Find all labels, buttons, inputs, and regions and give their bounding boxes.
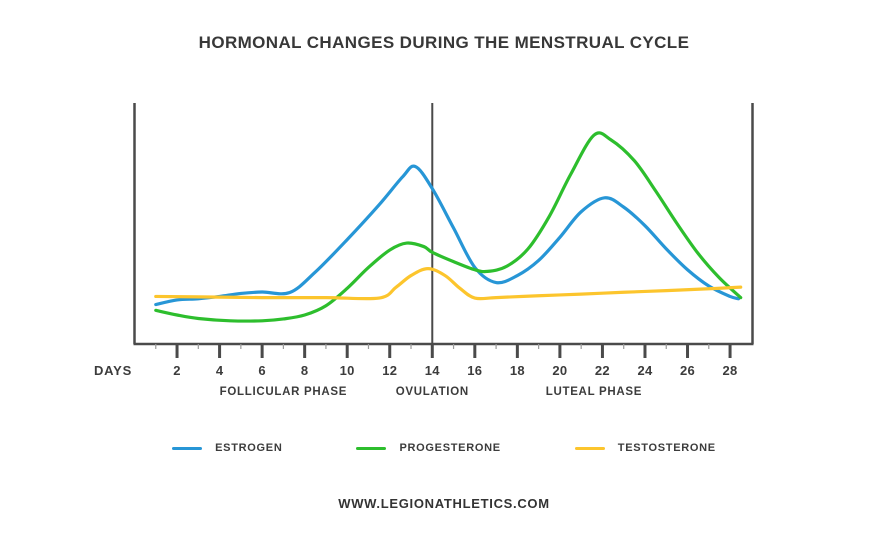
estrogen-line-swatch [172, 446, 203, 450]
legend-label-testosterone: TESTOSTERONE [617, 442, 716, 454]
x-tick-label: 24 [637, 363, 653, 378]
legend-item-progesterone: PROGESTERONE [356, 442, 500, 454]
phase-label-1: OVULATION [396, 386, 469, 398]
x-tick-label: 6 [258, 363, 266, 378]
testosterone-line-swatch [574, 446, 605, 450]
x-tick-label: 12 [382, 363, 397, 378]
x-tick-label: 16 [467, 363, 482, 378]
chart-title: HORMONAL CHANGES DURING THE MENSTRUAL CY… [198, 33, 690, 52]
testosterone-curve [154, 267, 743, 301]
x-axis-label: DAYS [94, 363, 132, 378]
estrogen-curve [154, 164, 741, 307]
phase-label-0: FOLLICULAR PHASE [220, 386, 347, 398]
legend-item-estrogen: ESTROGEN [172, 442, 282, 454]
x-tick-label: 22 [595, 363, 610, 378]
x-tick-label: 14 [425, 363, 441, 378]
x-tick-label: 8 [301, 363, 309, 378]
phase-label-2: LUTEAL PHASE [546, 386, 642, 398]
x-tick-label: 28 [723, 363, 738, 378]
legend-item-testosterone: TESTOSTERONE [574, 442, 716, 454]
x-tick-label: 2 [173, 363, 181, 378]
legend-label-progesterone: PROGESTERONE [399, 442, 501, 454]
legend-label-estrogen: ESTROGEN [215, 442, 283, 454]
x-tick-label: 18 [510, 363, 525, 378]
progesterone-curve [154, 131, 743, 323]
x-tick-label: 20 [552, 363, 567, 378]
x-tick-label: 26 [680, 363, 695, 378]
chart-legend: ESTROGEN PROGESTERONE TESTOSTERONE [0, 442, 888, 454]
progesterone-line-swatch [356, 446, 387, 450]
footer-url: WWW.LEGIONATHLETICS.COM [338, 496, 550, 511]
x-tick-label: 10 [340, 363, 355, 378]
x-tick-label: 4 [216, 363, 224, 378]
